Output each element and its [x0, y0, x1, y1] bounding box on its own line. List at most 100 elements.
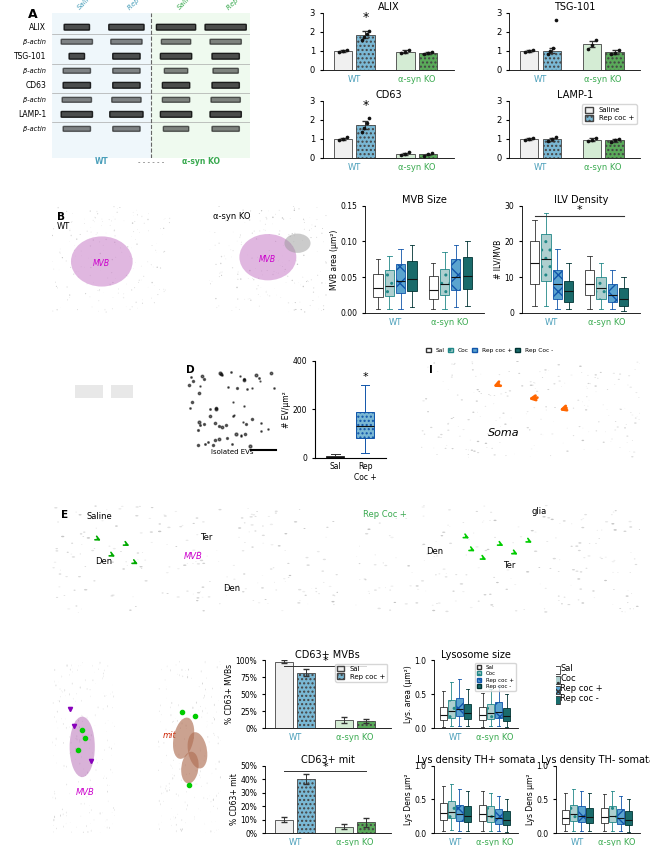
- PathPatch shape: [488, 704, 494, 719]
- Ellipse shape: [282, 266, 283, 267]
- Text: *: *: [362, 11, 369, 24]
- Ellipse shape: [627, 385, 629, 386]
- Ellipse shape: [259, 213, 260, 214]
- Ellipse shape: [259, 230, 260, 232]
- Ellipse shape: [534, 407, 535, 408]
- Ellipse shape: [266, 270, 268, 271]
- Bar: [520, 139, 538, 158]
- Ellipse shape: [144, 222, 145, 223]
- Ellipse shape: [84, 589, 87, 591]
- Ellipse shape: [326, 262, 327, 264]
- Point: [610, 46, 620, 59]
- Ellipse shape: [329, 585, 332, 587]
- Title: Lys density TH- somata: Lys density TH- somata: [541, 755, 650, 765]
- Point: [361, 116, 372, 129]
- Ellipse shape: [581, 527, 584, 528]
- Ellipse shape: [72, 556, 75, 558]
- Ellipse shape: [57, 522, 59, 523]
- Ellipse shape: [477, 452, 479, 453]
- Point: [423, 47, 434, 60]
- Ellipse shape: [275, 513, 277, 514]
- Ellipse shape: [192, 706, 193, 709]
- Ellipse shape: [471, 449, 473, 451]
- Ellipse shape: [261, 587, 264, 589]
- Ellipse shape: [289, 260, 290, 261]
- Point: [396, 148, 407, 162]
- Ellipse shape: [123, 297, 124, 299]
- Ellipse shape: [577, 399, 579, 401]
- Text: Rep coc -: Rep coc -: [560, 694, 599, 703]
- Ellipse shape: [237, 278, 239, 280]
- Bar: [335, 720, 353, 728]
- FancyBboxPatch shape: [112, 69, 140, 74]
- Ellipse shape: [79, 514, 82, 515]
- Title: CD63+ mit: CD63+ mit: [301, 755, 355, 765]
- Ellipse shape: [595, 374, 597, 376]
- Ellipse shape: [111, 272, 112, 273]
- Ellipse shape: [521, 385, 523, 387]
- Ellipse shape: [597, 378, 599, 379]
- Ellipse shape: [631, 456, 634, 458]
- Ellipse shape: [115, 256, 116, 258]
- Ellipse shape: [634, 564, 637, 565]
- Ellipse shape: [325, 261, 326, 262]
- Ellipse shape: [283, 218, 284, 220]
- Ellipse shape: [265, 599, 266, 600]
- Ellipse shape: [86, 737, 87, 739]
- Ellipse shape: [170, 669, 171, 672]
- Ellipse shape: [526, 411, 528, 412]
- FancyBboxPatch shape: [112, 97, 141, 102]
- Ellipse shape: [94, 259, 95, 261]
- FancyBboxPatch shape: [109, 25, 144, 30]
- Ellipse shape: [81, 250, 82, 251]
- Bar: [605, 52, 624, 69]
- Ellipse shape: [187, 676, 188, 678]
- Point: [337, 44, 348, 58]
- Ellipse shape: [530, 385, 532, 386]
- Ellipse shape: [624, 427, 626, 428]
- Ellipse shape: [311, 224, 313, 226]
- Ellipse shape: [415, 602, 418, 603]
- Ellipse shape: [536, 391, 538, 392]
- Ellipse shape: [317, 551, 320, 552]
- Ellipse shape: [572, 569, 575, 570]
- Ellipse shape: [455, 601, 457, 602]
- Ellipse shape: [97, 213, 98, 214]
- Point: [528, 131, 538, 145]
- Ellipse shape: [490, 604, 493, 606]
- Ellipse shape: [281, 217, 283, 218]
- Ellipse shape: [187, 805, 188, 806]
- Ellipse shape: [138, 282, 139, 283]
- Ellipse shape: [136, 552, 139, 553]
- Point: [586, 38, 597, 52]
- Ellipse shape: [70, 266, 72, 268]
- PathPatch shape: [488, 806, 494, 822]
- Ellipse shape: [99, 265, 101, 266]
- Ellipse shape: [635, 418, 636, 419]
- PathPatch shape: [428, 276, 438, 299]
- Text: Ter: Ter: [503, 561, 515, 569]
- Point: [404, 146, 415, 159]
- Ellipse shape: [453, 364, 455, 365]
- Ellipse shape: [534, 531, 537, 533]
- Text: Den: Den: [95, 558, 112, 566]
- Ellipse shape: [221, 275, 222, 276]
- Ellipse shape: [140, 532, 143, 534]
- Ellipse shape: [54, 507, 57, 508]
- Text: α-syn KO: α-syn KO: [213, 212, 251, 221]
- Ellipse shape: [478, 568, 480, 569]
- Ellipse shape: [571, 546, 573, 547]
- Ellipse shape: [484, 594, 486, 596]
- FancyBboxPatch shape: [210, 112, 241, 118]
- Ellipse shape: [571, 375, 573, 376]
- Ellipse shape: [78, 576, 81, 577]
- Ellipse shape: [294, 210, 295, 211]
- Ellipse shape: [241, 242, 242, 243]
- Ellipse shape: [86, 537, 90, 539]
- Text: Rep coc +: Rep coc +: [560, 684, 603, 693]
- Text: MW: MW: [54, 442, 64, 447]
- Ellipse shape: [394, 602, 396, 603]
- Ellipse shape: [142, 303, 143, 304]
- Ellipse shape: [65, 576, 68, 577]
- Ellipse shape: [613, 373, 615, 374]
